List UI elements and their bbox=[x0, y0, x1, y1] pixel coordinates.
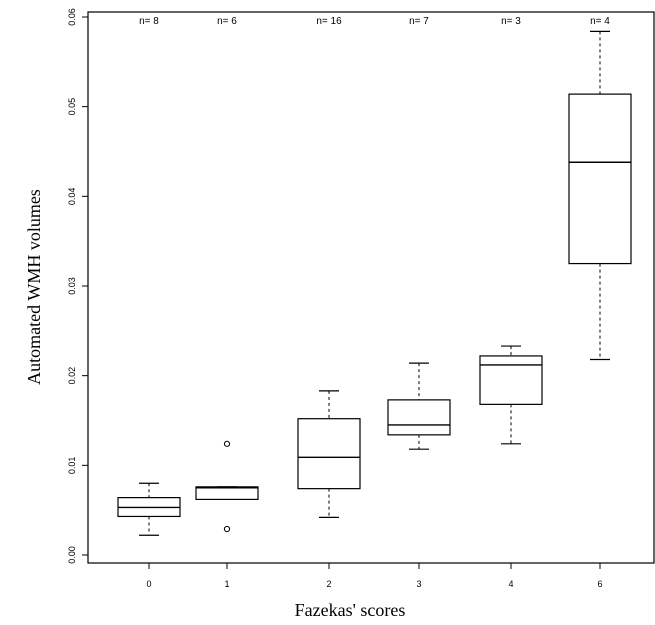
x-tick-label: 2 bbox=[326, 579, 331, 589]
plot-frame bbox=[87, 11, 655, 564]
outlier-point bbox=[223, 440, 231, 447]
n-labels: n= 8 n= 6 n= 16 n= 7 n= 3 n= 4 bbox=[139, 16, 610, 27]
box-group bbox=[479, 345, 543, 445]
x-tick-label: 3 bbox=[416, 579, 421, 589]
y-tick-label: 0.00 bbox=[67, 546, 77, 564]
x-tick-label: 0 bbox=[146, 579, 151, 589]
box-iqr bbox=[387, 399, 451, 436]
x-axis: 0 1 2 3 4 6 bbox=[146, 563, 603, 589]
y-tick-label: 0.04 bbox=[67, 188, 77, 206]
n-label: n= 3 bbox=[501, 16, 521, 27]
n-label: n= 6 bbox=[217, 16, 237, 27]
n-label: n= 4 bbox=[590, 16, 610, 27]
y-tick-label: 0.05 bbox=[67, 98, 77, 116]
box-iqr bbox=[297, 418, 361, 490]
y-axis-title: Automated WMH volumes bbox=[24, 189, 44, 385]
y-tick-label: 0.01 bbox=[67, 457, 77, 475]
outlier-point bbox=[223, 525, 231, 533]
box-group bbox=[117, 482, 181, 536]
n-label: n= 7 bbox=[409, 16, 429, 27]
box-iqr bbox=[568, 93, 632, 265]
y-tick-label: 0.03 bbox=[67, 277, 77, 295]
box-group bbox=[568, 30, 632, 361]
box-group bbox=[297, 390, 361, 518]
box-iqr bbox=[479, 355, 543, 405]
y-axis: 0.00 0.01 0.02 0.03 0.04 0.05 0.06 bbox=[67, 8, 88, 564]
y-tick-label: 0.06 bbox=[67, 8, 77, 26]
x-tick-label: 6 bbox=[597, 579, 602, 589]
boxes bbox=[117, 30, 632, 536]
box-iqr bbox=[195, 486, 259, 501]
x-tick-label: 1 bbox=[224, 579, 229, 589]
box-group bbox=[195, 440, 259, 533]
x-tick-label: 4 bbox=[508, 579, 513, 589]
box-group bbox=[387, 362, 451, 450]
n-label: n= 8 bbox=[139, 16, 159, 27]
y-tick-label: 0.02 bbox=[67, 367, 77, 385]
x-axis-title: Fazekas' scores bbox=[295, 600, 406, 620]
n-label: n= 16 bbox=[316, 16, 342, 27]
